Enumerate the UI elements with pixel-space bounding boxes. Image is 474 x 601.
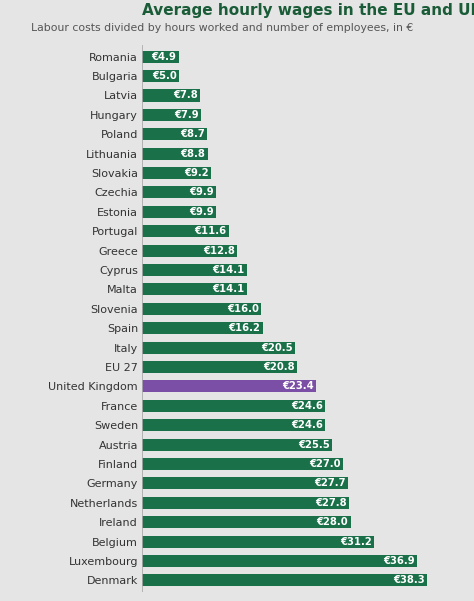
- Bar: [142, 70, 179, 82]
- Text: €14.1: €14.1: [213, 284, 245, 294]
- Text: €16.2: €16.2: [228, 323, 261, 333]
- Text: €9.9: €9.9: [189, 207, 214, 217]
- Text: €38.3: €38.3: [393, 575, 425, 585]
- Text: €27.0: €27.0: [310, 459, 341, 469]
- Bar: [142, 575, 427, 587]
- Bar: [142, 264, 247, 276]
- Text: €27.8: €27.8: [315, 498, 347, 508]
- Text: €7.8: €7.8: [173, 91, 198, 100]
- Text: €36.9: €36.9: [383, 556, 415, 566]
- Text: €4.9: €4.9: [152, 52, 176, 62]
- Text: €8.8: €8.8: [181, 148, 205, 159]
- Bar: [142, 303, 261, 315]
- Text: €24.6: €24.6: [291, 401, 323, 411]
- Bar: [142, 128, 207, 140]
- Bar: [142, 109, 201, 121]
- Text: €5.0: €5.0: [153, 71, 177, 81]
- Text: €27.7: €27.7: [315, 478, 346, 489]
- Text: €20.8: €20.8: [263, 362, 295, 372]
- Bar: [142, 497, 349, 509]
- Text: €23.4: €23.4: [283, 382, 314, 391]
- Bar: [142, 380, 316, 392]
- Text: €25.5: €25.5: [298, 439, 330, 450]
- Bar: [142, 458, 343, 470]
- Text: Labour costs divided by hours worked and number of employees, in €: Labour costs divided by hours worked and…: [31, 23, 413, 33]
- Bar: [142, 400, 325, 412]
- Bar: [142, 245, 237, 257]
- Bar: [142, 516, 351, 528]
- Text: €12.8: €12.8: [203, 246, 235, 255]
- Bar: [142, 50, 179, 63]
- Bar: [142, 206, 216, 218]
- Text: €28.0: €28.0: [317, 517, 348, 527]
- Bar: [142, 167, 210, 179]
- Bar: [142, 477, 348, 489]
- Text: €7.9: €7.9: [174, 110, 199, 120]
- Text: €11.6: €11.6: [194, 226, 226, 236]
- Bar: [142, 225, 228, 237]
- Bar: [142, 535, 374, 548]
- Text: €20.5: €20.5: [261, 343, 292, 353]
- Bar: [142, 284, 247, 296]
- Bar: [142, 439, 332, 451]
- Text: €16.0: €16.0: [227, 304, 259, 314]
- Bar: [142, 419, 325, 431]
- Bar: [142, 555, 417, 567]
- Bar: [142, 361, 297, 373]
- Text: €9.2: €9.2: [184, 168, 209, 178]
- Bar: [142, 322, 263, 334]
- Bar: [142, 90, 200, 102]
- Text: €14.1: €14.1: [213, 265, 245, 275]
- Bar: [142, 186, 216, 198]
- Text: Average hourly wages in the EU and UK: Average hourly wages in the EU and UK: [142, 2, 474, 17]
- Bar: [142, 148, 208, 160]
- Text: €9.9: €9.9: [189, 188, 214, 198]
- Text: €31.2: €31.2: [340, 537, 372, 546]
- Text: €24.6: €24.6: [291, 420, 323, 430]
- Bar: [142, 341, 295, 353]
- Text: €8.7: €8.7: [180, 129, 205, 139]
